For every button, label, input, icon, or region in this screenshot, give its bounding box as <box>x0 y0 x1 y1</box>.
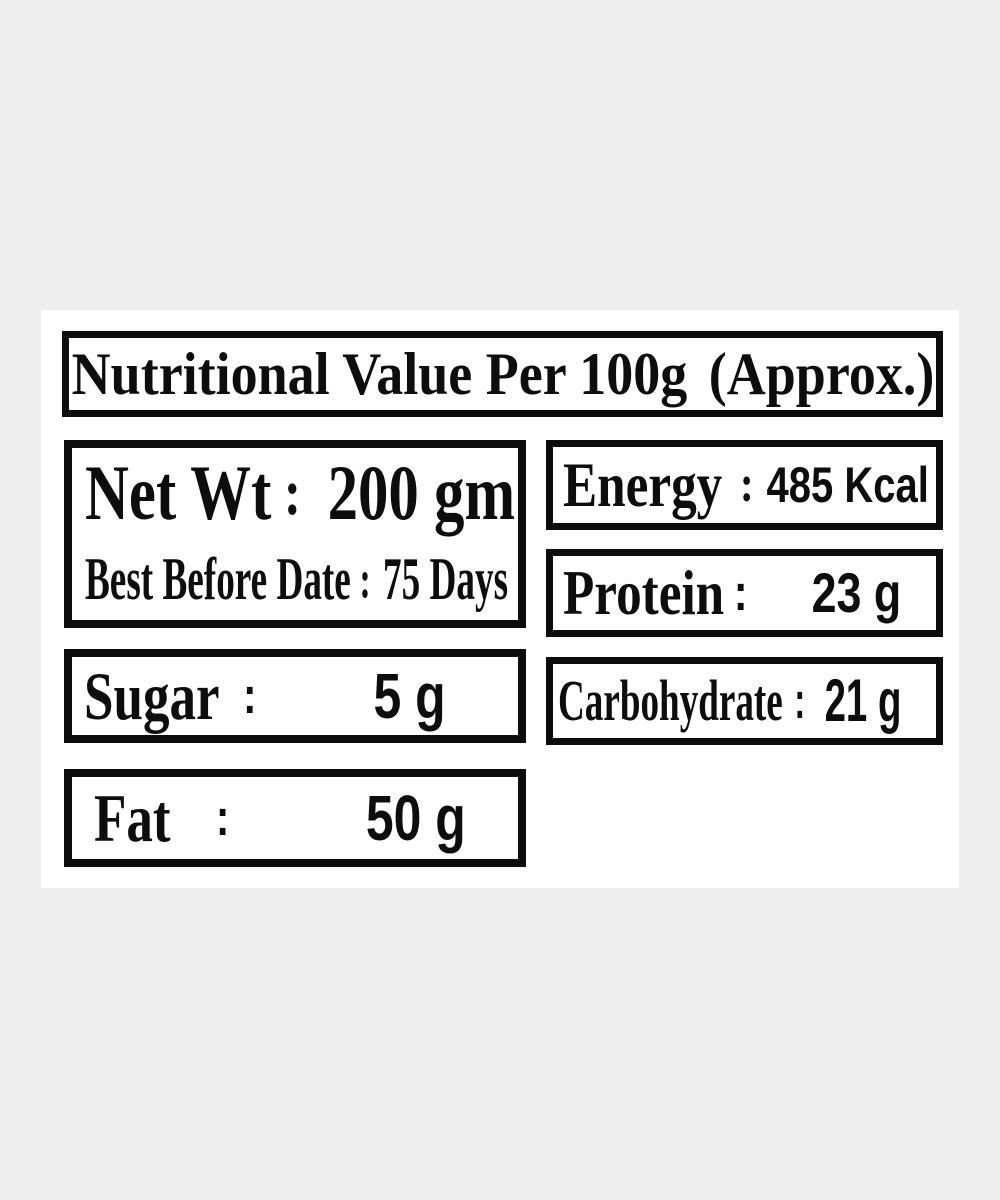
protein-row: Protein : 23 g <box>563 561 901 625</box>
fat-value: 50 g <box>365 782 466 854</box>
carbohydrate-colon: : <box>794 672 806 730</box>
fat-box: Fat : 50 g <box>64 769 526 867</box>
fat-colon: : <box>215 789 230 847</box>
best-before-colon: : <box>359 548 371 609</box>
title-row: Nutritional Value Per 100g (Approx.) <box>71 344 934 404</box>
sugar-box: Sugar : 5 g <box>64 649 526 743</box>
best-before-row: Best Before Date : 75 Days <box>85 549 508 609</box>
energy-label: Energy <box>563 449 723 520</box>
best-before-label: Best Before Date <box>85 545 351 612</box>
sugar-label: Sugar <box>84 658 220 734</box>
net-weight-value: 200 gm <box>327 448 516 536</box>
label-panel: Nutritional Value Per 100g (Approx.) Net… <box>41 310 959 888</box>
title-approx-text: (Approx.) <box>708 341 934 407</box>
protein-box: Protein : 23 g <box>546 549 943 637</box>
carbohydrate-value: 21 g <box>824 667 902 734</box>
fat-label: Fat <box>94 780 171 856</box>
sugar-value: 5 g <box>373 660 446 732</box>
sugar-colon: : <box>242 667 257 725</box>
fat-row: Fat : 50 g <box>94 784 466 852</box>
energy-value: 485 Kcal <box>766 457 929 513</box>
net-weight-label: Net Wt <box>85 448 272 536</box>
protein-colon: : <box>733 564 748 622</box>
energy-row: Energy : 485 Kcal <box>563 453 929 517</box>
protein-value: 23 g <box>811 561 902 624</box>
best-before-value: 75 Days <box>383 545 509 612</box>
net-weight-box: Net Wt : 200 gm Best Before Date : 75 Da… <box>64 440 526 628</box>
energy-colon: : <box>739 456 754 513</box>
carbohydrate-row: Carbohydrate : 21 g <box>558 671 901 731</box>
title-box: Nutritional Value Per 100g (Approx.) <box>62 331 943 417</box>
title-text: Nutritional Value Per 100g <box>71 341 687 407</box>
sugar-row: Sugar : 5 g <box>84 662 446 730</box>
energy-box: Energy : 485 Kcal <box>546 440 943 530</box>
carbohydrate-label: Carbohydrate <box>558 668 783 733</box>
net-weight-row: Net Wt : 200 gm <box>85 448 516 536</box>
net-weight-colon: : <box>283 455 302 529</box>
carbohydrate-box: Carbohydrate : 21 g <box>546 657 943 745</box>
protein-label: Protein <box>563 557 725 628</box>
